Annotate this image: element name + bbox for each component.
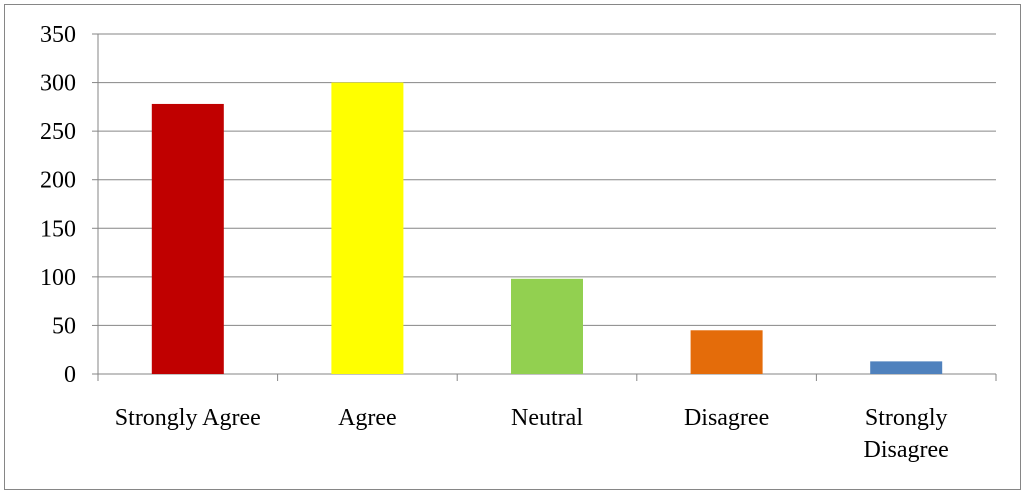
x-category-label-line: Disagree: [864, 437, 949, 463]
y-tick-label-350: 350: [40, 22, 76, 48]
x-category-label-strongly-disagree: Strongly Disagree: [864, 405, 949, 463]
x-category-label-agree: Agree: [338, 405, 397, 431]
bar-disagree: [690, 330, 763, 374]
x-category-label-line: Disagree: [684, 405, 769, 431]
y-tick-label-300: 300: [40, 71, 76, 97]
x-category-label-line: Neutral: [511, 405, 583, 431]
bar-strongly-agree: [151, 103, 224, 374]
x-category-label-neutral: Neutral: [511, 405, 583, 431]
y-tick-label-50: 50: [52, 313, 76, 339]
x-category-label-strongly-agree: Strongly Agree: [115, 405, 261, 431]
x-category-label-disagree: Disagree: [684, 405, 769, 431]
y-tick-label-100: 100: [40, 265, 76, 291]
bar-neutral: [511, 278, 583, 374]
bar-agree: [331, 82, 404, 375]
y-tick-label-200: 200: [40, 168, 76, 194]
x-category-label-line: Strongly Agree: [115, 405, 261, 431]
y-tick-label-0: 0: [64, 362, 76, 388]
y-tick-label-250: 250: [40, 119, 76, 145]
x-category-label-line: Agree: [338, 405, 397, 431]
y-tick-label-150: 150: [40, 216, 76, 242]
x-category-label-line: Strongly: [865, 405, 948, 431]
bar-strongly-disagree: [870, 361, 943, 374]
